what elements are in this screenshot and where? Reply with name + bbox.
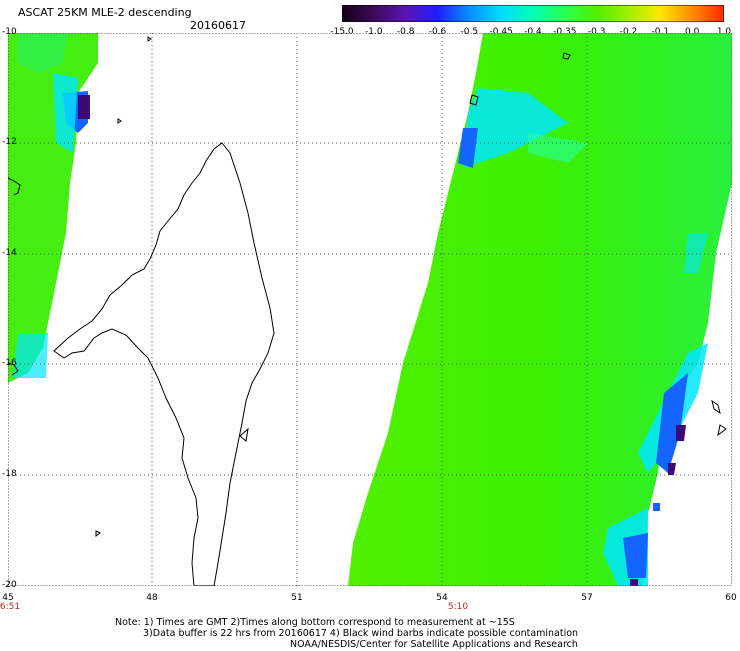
colorbar-tick-label: -15.0 (330, 27, 354, 37)
colorbar-tick-label: -0.5 (460, 27, 479, 37)
lon-tick-label: 54 (436, 593, 448, 603)
map-svg (7, 33, 732, 587)
colorbar-tick-label: -0.8 (396, 27, 415, 37)
lat-tick-label: -14 (2, 248, 17, 258)
swath-west (8, 33, 98, 383)
colorbar (342, 5, 724, 22)
colorbar-tick-label: -0.35 (553, 27, 577, 37)
colorbar-tick-label: -0.1 (651, 27, 670, 37)
colorbar-tick-label: 1.0 (716, 27, 732, 37)
swath-east (348, 33, 732, 586)
chart-date: 20160617 (190, 19, 246, 32)
footer-credit: NOAA/NESDIS/Center for Satellite Applica… (290, 639, 578, 650)
colorbar-tick-label: -0.3 (587, 27, 606, 37)
colorbar-tick-label: -0.45 (489, 27, 513, 37)
colorbar-gradient (342, 5, 724, 22)
footer-note-line1: Note: 1) Times are GMT 2)Times along bot… (115, 617, 515, 628)
time-label: 6:51 (0, 602, 21, 612)
colorbar-tick-label: 0.0 (684, 27, 700, 37)
lon-tick-label: 45 (2, 593, 14, 603)
lon-tick-label: 60 (725, 593, 737, 603)
colorbar-tick-label: -1.0 (365, 27, 383, 37)
lat-tick-label: -10 (2, 27, 17, 37)
lat-tick-label: -12 (2, 137, 17, 147)
lon-tick-label: 57 (581, 593, 593, 603)
colorbar-tick-label: -0.4 (524, 27, 542, 37)
footer-note-line2: 3)Data buffer is 22 hrs from 20160617 4)… (143, 628, 579, 639)
lat-tick-label: -18 (2, 469, 17, 479)
map-panel (7, 33, 732, 587)
colorbar-tick-label: -0.2 (619, 27, 638, 37)
lon-tick-label: 51 (291, 593, 303, 603)
lat-tick-label: -16 (2, 358, 17, 368)
time-label: 5:10 (447, 602, 469, 612)
map-grid (8, 33, 732, 586)
lon-tick-label: 48 (146, 593, 158, 603)
lat-tick-label: -20 (2, 580, 17, 590)
coastline (7, 36, 727, 587)
chart-title: ASCAT 25KM MLE-2 descending (18, 6, 192, 19)
colorbar-tick-label: -0.6 (428, 27, 447, 37)
